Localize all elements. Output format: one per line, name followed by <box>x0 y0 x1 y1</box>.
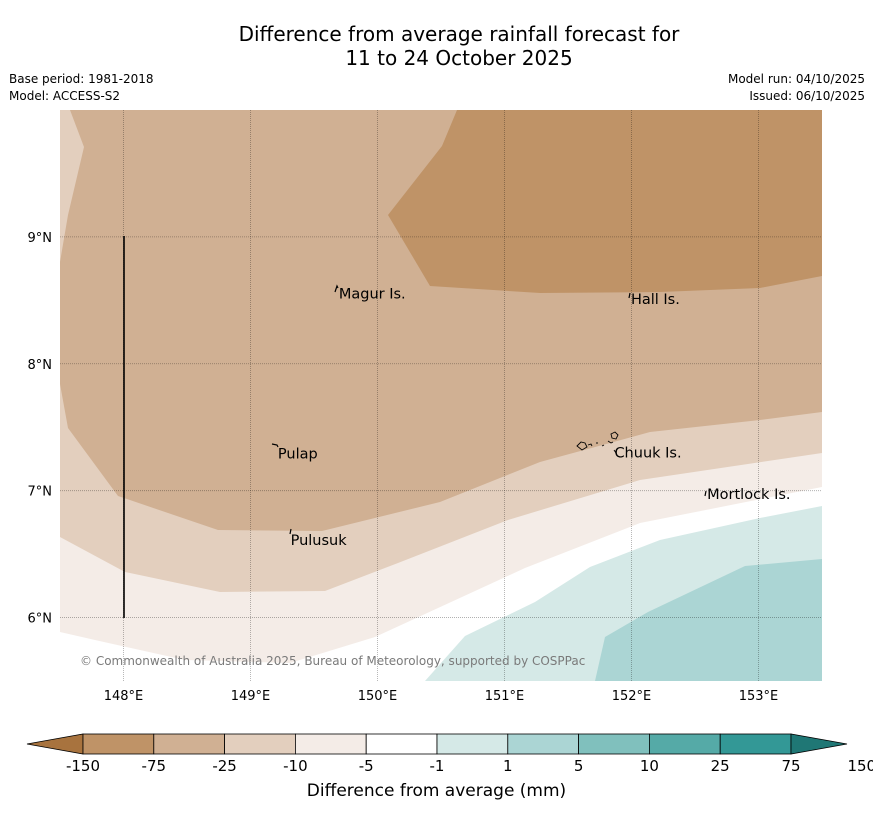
axis-labels: 148°E 149°E 150°E 151°E 152°E 153°E 9°N 8°N 7°N 6… <box>28 231 779 704</box>
place-label: Pulap <box>278 447 318 463</box>
lon-tick-label: 151°E <box>485 689 525 704</box>
colorbar-swatch <box>649 733 721 755</box>
mortlock-island-outline <box>704 490 707 497</box>
rainfall-map: Magur Is. Hall Is. Pulap Chuuk Is. Mortlock … <box>26 110 873 775</box>
gridlines <box>60 110 822 681</box>
colorbar-extend-high <box>790 733 848 755</box>
lon-tick-label: 148°E <box>104 689 144 704</box>
colorbar-tick-label: -5 <box>359 757 374 775</box>
colorbar-tick-label: -25 <box>212 757 237 775</box>
colorbar-swatch <box>507 733 579 755</box>
colorbar-tick-label: 10 <box>640 757 659 775</box>
place-labels: Magur Is. Hall Is. Pulap Chuuk Is. Mortlock … <box>278 287 791 549</box>
colorbar-extend-low <box>26 733 84 755</box>
model-run-label: Model run: 04/10/2025 <box>727 72 865 86</box>
place-label: Pulusuk <box>291 533 348 549</box>
lon-tick-label: 150°E <box>358 689 398 704</box>
colorbar-tick-label: 75 <box>781 757 800 775</box>
colorbar-swatch <box>436 733 509 755</box>
lat-tick-label: 9°N <box>28 231 53 246</box>
colorbar-swatch <box>82 733 155 755</box>
title-line-2: 11 to 24 October 2025 <box>345 46 573 70</box>
base-period-label: Base period: 1981-2018 <box>9 72 154 86</box>
fill-minus-10-west <box>60 110 84 262</box>
lat-tick-label: 8°N <box>28 358 53 373</box>
colorbar-tick-label: -1 <box>430 757 445 775</box>
colorbar-tick-label: 25 <box>711 757 730 775</box>
hall-island-outline <box>628 292 631 299</box>
colorbar-title: Difference from average (mm) <box>306 781 567 801</box>
meta-right: Model run: 04/10/2025 Issued: 06/10/2025 <box>728 71 865 105</box>
colorbar-tick-label: -150 <box>66 757 100 775</box>
place-label: Mortlock Is. <box>707 487 790 503</box>
title-line-1: Difference from average rainfall forecas… <box>238 22 680 46</box>
lon-tick-label: 149°E <box>231 689 271 704</box>
pulap-island-outline <box>271 443 279 448</box>
chuuk-island-outline <box>576 431 619 454</box>
colorbar: -150 -75 -25 -10 -5 -1 1 5 10 25 75 150 <box>26 733 873 775</box>
fill-minus-75-to-minus-25 <box>388 110 822 293</box>
meta-left: Base period: 1981-2018 Model: ACCESS-S2 <box>9 71 154 105</box>
island-outlines <box>271 284 707 535</box>
fill-5-to-10 <box>595 559 822 681</box>
colorbar-swatch <box>578 733 650 755</box>
lon-tick-label: 152°E <box>612 689 652 704</box>
colorbar-swatch <box>365 733 438 755</box>
lat-tick-label: 7°N <box>28 485 53 500</box>
model-label: Model: ACCESS-S2 <box>9 89 121 103</box>
place-label: Magur Is. <box>339 287 406 303</box>
colorbar-swatch <box>153 733 226 755</box>
colorbar-swatch <box>224 733 296 755</box>
pulusuk-island-outline <box>289 528 292 535</box>
colorbar-tick-label: 5 <box>574 757 584 775</box>
issued-label: Issued: 06/10/2025 <box>749 89 865 103</box>
lon-tick-label: 153°E <box>739 689 779 704</box>
copyright-notice: © Commonwealth of Australia 2025, Bureau… <box>80 654 585 668</box>
colorbar-tick-label: 150 <box>847 757 873 775</box>
colorbar-swatch <box>719 733 792 755</box>
place-label: Chuuk Is. <box>614 445 681 461</box>
place-label: Hall Is. <box>631 292 680 308</box>
colorbar-tick-label: 1 <box>503 757 513 775</box>
magur-island-outline <box>334 284 339 293</box>
chart-title: Difference from average rainfall forecas… <box>0 22 873 70</box>
lat-tick-label: 6°N <box>28 612 53 627</box>
colorbar-tick-label: -75 <box>142 757 167 775</box>
colorbar-tick-label: -10 <box>283 757 308 775</box>
anomaly-fills <box>60 110 822 681</box>
colorbar-swatch <box>294 733 367 755</box>
